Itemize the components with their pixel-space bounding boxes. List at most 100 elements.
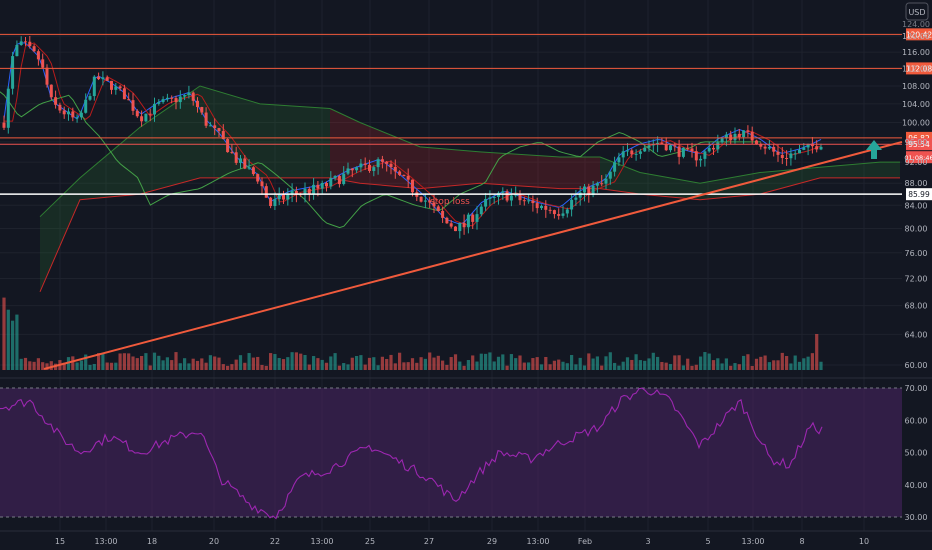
candle xyxy=(806,143,810,148)
time-tick-label: 10 xyxy=(859,537,869,546)
candle xyxy=(733,133,737,141)
volume-bar xyxy=(45,363,49,370)
candle xyxy=(755,140,758,145)
candle xyxy=(346,168,350,174)
volume-bar xyxy=(32,361,36,370)
volume-bar xyxy=(195,360,200,370)
candle xyxy=(578,192,582,198)
time-axis[interactable]: 15 13:00 18 20 22 13:00 25 27 29 13:00 Feb 3 5 13:00 8… xyxy=(55,537,869,546)
volume-bar xyxy=(742,355,746,370)
trend-line[interactable] xyxy=(43,140,903,370)
volume-bar xyxy=(303,354,307,370)
volume-bar xyxy=(15,314,19,370)
currency-badge[interactable] xyxy=(905,2,929,21)
volume-bar xyxy=(793,355,797,370)
candle xyxy=(634,153,638,155)
candle xyxy=(793,153,797,155)
volume-bar xyxy=(122,353,126,370)
candle xyxy=(165,97,169,100)
volume-bar xyxy=(277,357,281,370)
rsi-pane xyxy=(0,387,902,520)
volume-bar xyxy=(819,361,823,370)
candle xyxy=(329,178,333,187)
level-price-label: 85.99 xyxy=(908,190,930,199)
volume-bar xyxy=(527,362,531,370)
volume-bar xyxy=(681,365,685,370)
price-tick-label: 72.00 xyxy=(905,274,928,283)
candle xyxy=(591,185,595,196)
volume-bar xyxy=(398,352,402,370)
volume-bar xyxy=(587,353,591,370)
candle xyxy=(260,181,264,187)
volume-bar xyxy=(746,354,750,370)
candle xyxy=(712,147,715,150)
candle xyxy=(767,146,771,149)
volume-bar xyxy=(191,358,195,370)
volume-bar xyxy=(342,363,346,370)
candle xyxy=(600,183,604,185)
level-price-badge[interactable] xyxy=(906,138,932,151)
volume-bar xyxy=(488,352,492,370)
candle xyxy=(772,146,776,152)
candle xyxy=(454,226,457,232)
candle xyxy=(41,59,45,68)
volume-bar xyxy=(634,354,638,370)
currency-label: USD xyxy=(908,8,925,17)
candle xyxy=(389,163,393,167)
volume-bar xyxy=(509,354,513,370)
candle xyxy=(307,188,311,195)
volume-bar xyxy=(273,354,277,370)
candle xyxy=(703,151,707,159)
level-price-label: 112.08 xyxy=(906,64,932,73)
candle xyxy=(157,102,161,104)
candle xyxy=(651,144,655,146)
candle xyxy=(746,130,750,132)
candle xyxy=(333,176,337,179)
level-price-badge[interactable] xyxy=(906,28,932,41)
candle xyxy=(239,158,242,163)
candle xyxy=(763,146,767,149)
price-tick-label: 120.00 xyxy=(902,32,930,41)
volume-bar xyxy=(595,356,599,370)
rsi-axis[interactable]: 70.00 60.00 50.00 40.00 30.00 xyxy=(905,384,928,522)
volume-bar xyxy=(372,357,376,370)
volume-bar xyxy=(140,356,144,370)
volume-bar xyxy=(84,354,88,370)
candle xyxy=(213,125,217,129)
candle xyxy=(355,167,359,171)
candle xyxy=(402,174,406,176)
top-cut-tick: 124.00 xyxy=(902,20,930,29)
volume-bar xyxy=(114,362,118,370)
volume-bar xyxy=(238,355,243,370)
volume-bar xyxy=(806,356,810,370)
candle xyxy=(230,152,234,154)
rsi-tick-label: 40.00 xyxy=(905,481,928,490)
volume-bar xyxy=(763,355,767,370)
candle xyxy=(604,178,608,184)
senkou-a xyxy=(599,156,900,184)
candle xyxy=(325,182,328,187)
candle xyxy=(359,163,363,168)
volume-bar xyxy=(152,352,157,370)
volume-bar xyxy=(668,364,673,370)
volume-bar xyxy=(385,358,389,370)
price-axis[interactable]: 120.00 116.00 112.00 108.00 104.00 100.00 96.0… xyxy=(902,32,930,370)
volume-bar xyxy=(673,355,677,370)
arrow-up-icon xyxy=(866,140,882,159)
candle xyxy=(286,194,290,200)
volume-bar xyxy=(445,364,449,370)
senkou-b xyxy=(39,177,330,292)
price-tick-label: 108.00 xyxy=(902,82,930,91)
level-price-badge[interactable] xyxy=(906,62,932,75)
volume-bar xyxy=(221,364,225,370)
level-price-badge[interactable] xyxy=(906,188,932,201)
volume-bar xyxy=(28,361,32,370)
volume-bar xyxy=(243,362,247,370)
candle xyxy=(436,206,440,211)
senkou-a xyxy=(329,108,600,158)
candle xyxy=(118,86,122,89)
candle xyxy=(101,77,105,80)
volume-bar xyxy=(62,362,66,370)
